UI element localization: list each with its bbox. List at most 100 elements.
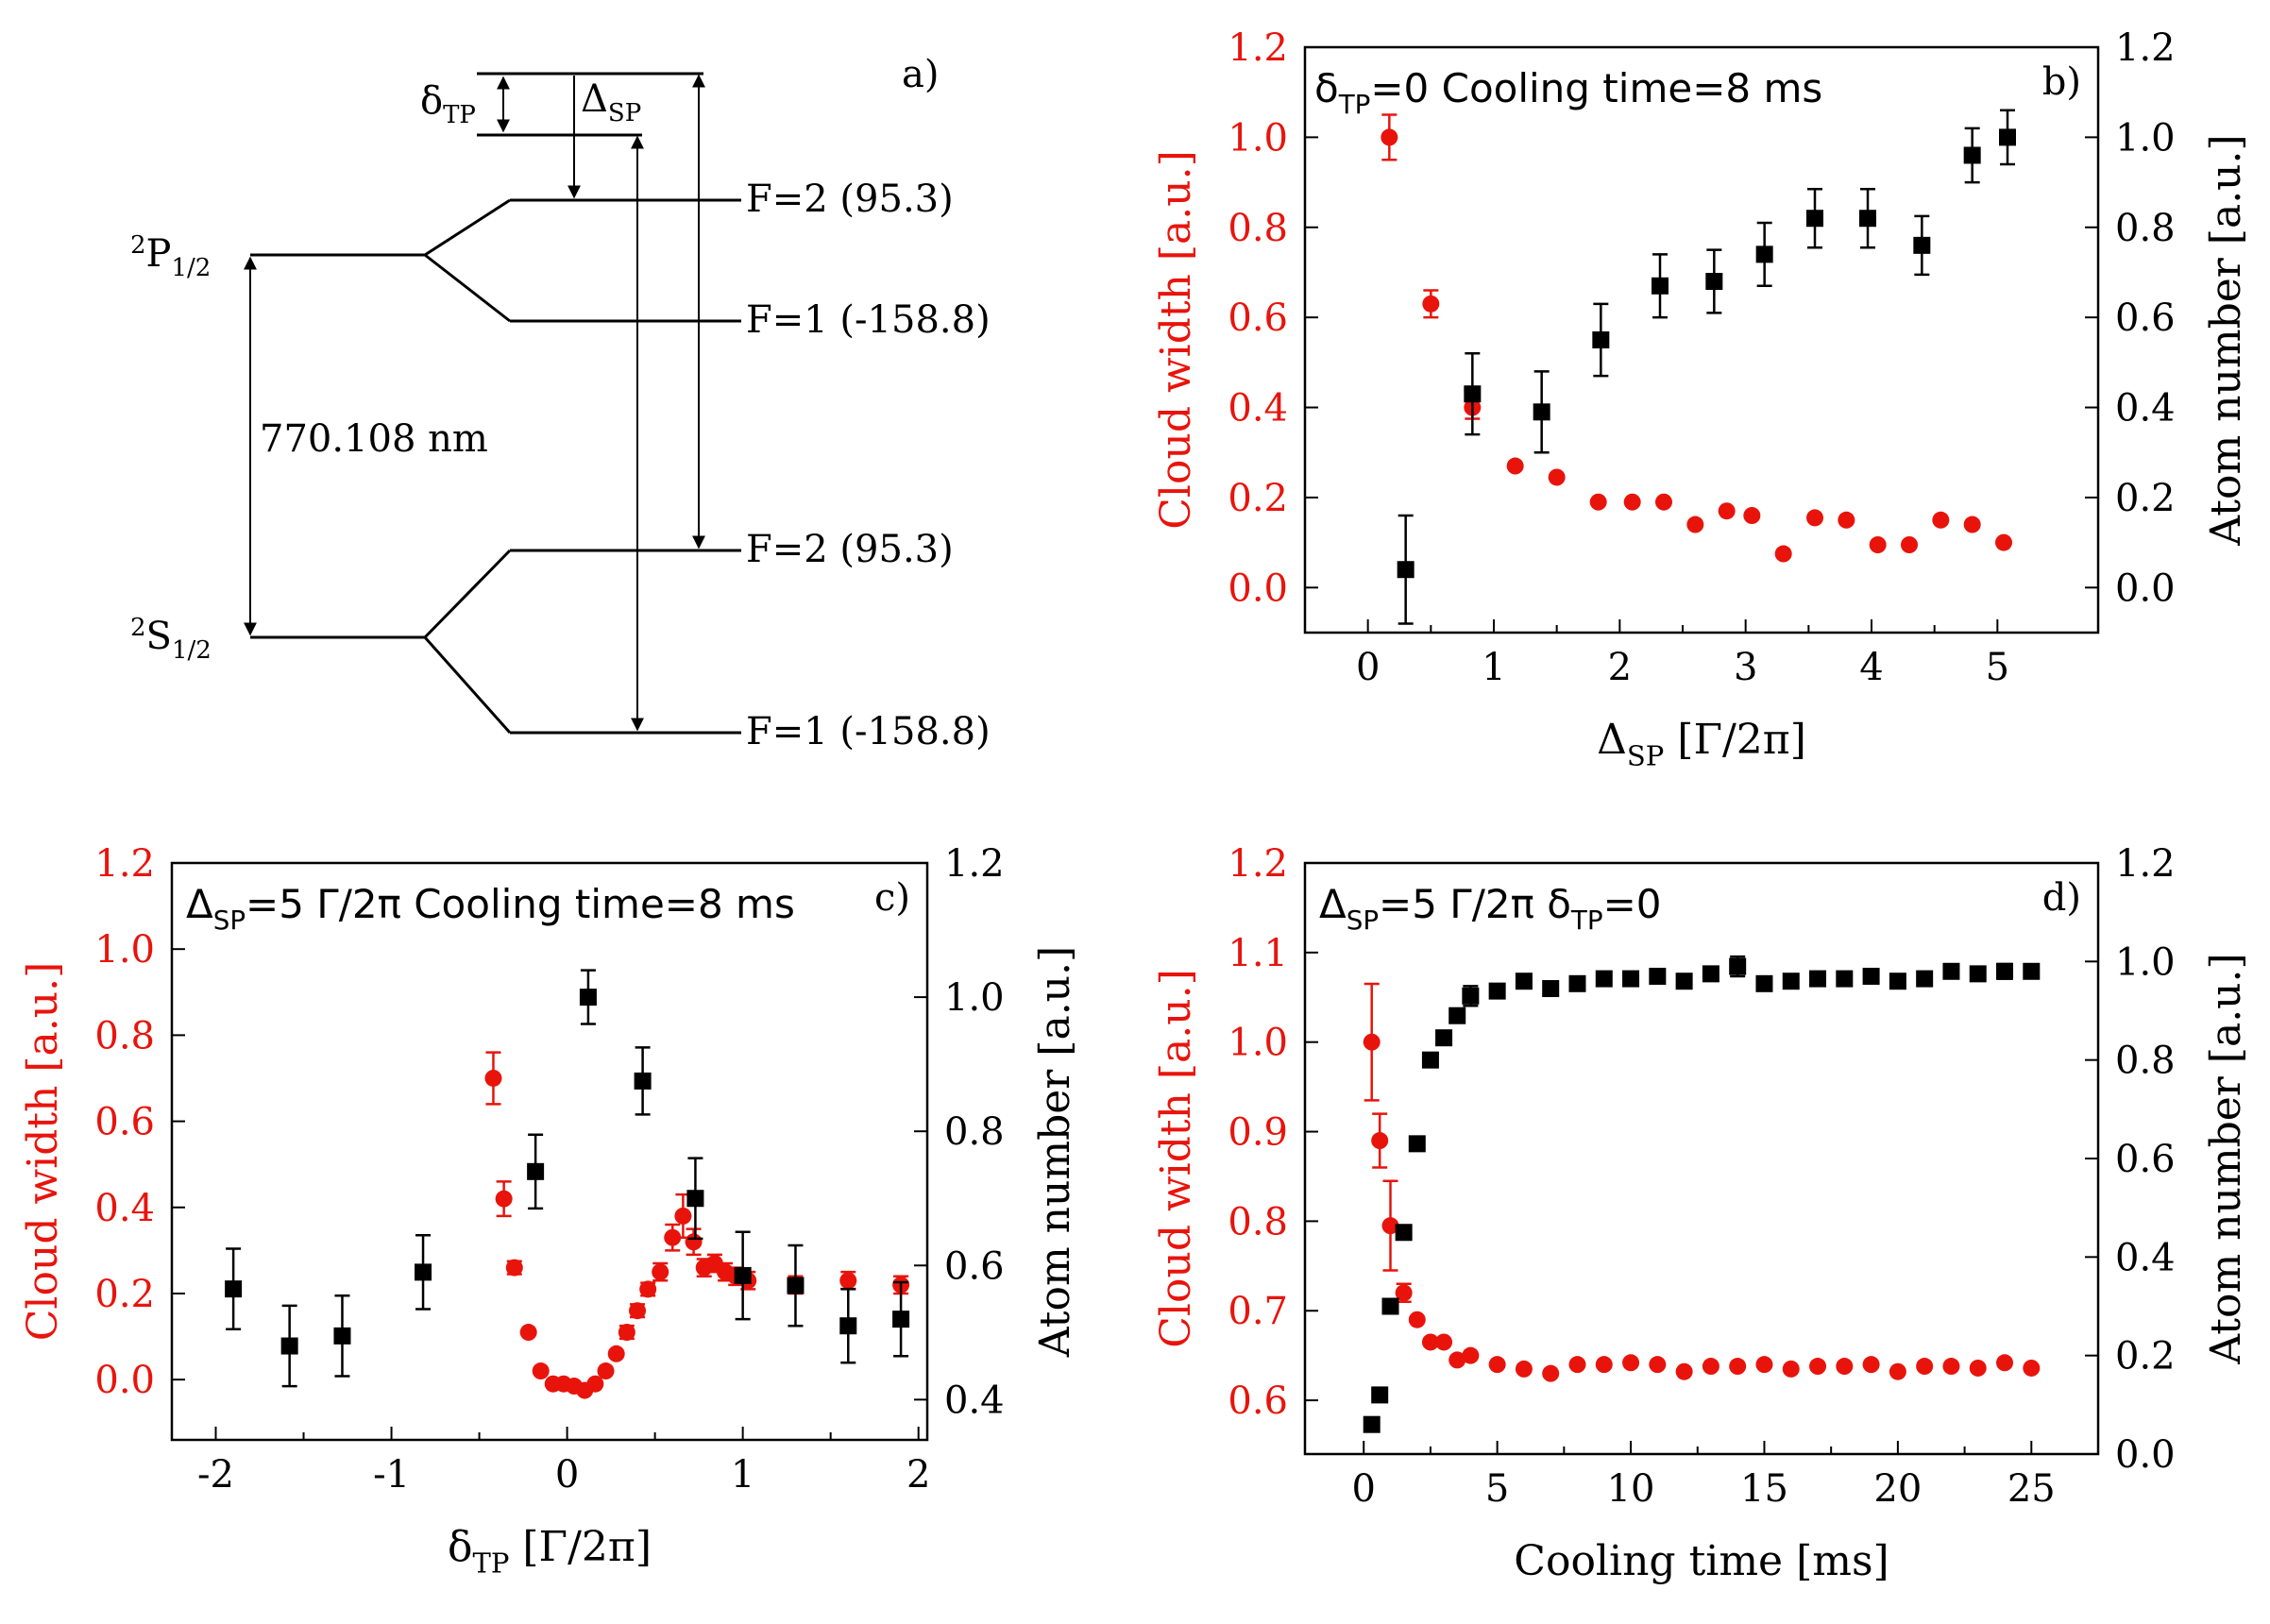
x-tick-label: 3 — [1734, 646, 1757, 689]
x-tick-label: 5 — [1986, 646, 2009, 689]
plot-frame — [170, 861, 929, 1442]
data-point-atom-number — [634, 1072, 652, 1090]
y-left-tick-label: 0.4 — [94, 1187, 155, 1230]
data-point-cloud-width — [1655, 493, 1672, 511]
data-point-cloud-width — [1916, 1358, 1934, 1376]
data-point-atom-number — [1806, 210, 1823, 228]
x-tick-label: 0 — [555, 1453, 579, 1497]
data-point-cloud-width — [1515, 1360, 1533, 1378]
data-point-cloud-width — [1963, 516, 1981, 533]
y-right-axis-label: Atom number [a.u.] — [1031, 946, 1079, 1358]
y-left-tick-label: 0.2 — [1228, 477, 1288, 520]
x-tick-label: 2 — [1608, 646, 1632, 689]
y-left-tick-label: 0.6 — [94, 1101, 155, 1144]
s-f1-label: F=1 (-158.8) — [746, 710, 991, 753]
data-point-cloud-width — [1969, 1359, 1987, 1377]
x-tick-label: 0 — [1356, 646, 1380, 689]
data-point-cloud-width — [1381, 128, 1398, 146]
data-point-cloud-width — [1363, 1033, 1381, 1051]
data-point-atom-number — [1755, 245, 1773, 263]
data-point-atom-number — [333, 1327, 351, 1345]
data-point-atom-number — [1649, 967, 1667, 985]
plot-title: δTP=0 Cooling time=8 ms — [1314, 65, 1822, 120]
data-point-atom-number — [1464, 385, 1482, 403]
data-point-atom-number — [1462, 987, 1480, 1005]
data-point-cloud-width — [1381, 1217, 1399, 1235]
s-f2-label: F=2 (95.3) — [746, 528, 954, 571]
data-point-cloud-width — [1702, 1358, 1719, 1376]
y-left-axis-label: Cloud width [a.u.] — [1152, 969, 1200, 1348]
data-point-atom-number — [1862, 967, 1880, 985]
y-right-tick-label: 0.4 — [944, 1379, 1005, 1422]
y-left-tick-label: 0.0 — [1228, 567, 1288, 610]
data-point-atom-number — [1889, 973, 1906, 990]
data-point-atom-number — [1755, 974, 1773, 992]
x-tick-label: 25 — [2007, 1467, 2056, 1511]
data-point-atom-number — [1542, 980, 1560, 998]
data-point-cloud-width — [1838, 511, 1855, 529]
data-point-cloud-width — [1774, 545, 1792, 563]
x-tick-label: 15 — [1740, 1467, 1788, 1511]
data-point-cloud-width — [1568, 1356, 1586, 1374]
data-point-atom-number — [1963, 146, 1981, 164]
y-right-tick-label: 1.0 — [2115, 116, 2176, 160]
y-left-axis-label: Cloud width [a.u.] — [1152, 150, 1200, 530]
data-point-atom-number — [1397, 561, 1415, 579]
data-point-atom-number — [1913, 236, 1931, 254]
data-point-cloud-width — [618, 1324, 635, 1342]
data-point-cloud-width — [1806, 509, 1823, 527]
y-right-tick-label: 0.4 — [2115, 387, 2176, 431]
x-tick-label: 10 — [1607, 1467, 1655, 1511]
s-split-up — [423, 549, 512, 639]
data-point-atom-number — [579, 989, 597, 1007]
data-point-atom-number — [787, 1277, 805, 1294]
data-point-cloud-width — [1836, 1358, 1854, 1376]
chart-b: 0 1 2 3 4 5 0.0 0.2 0.4 0.6 0.8 1.0 1.2 0.0 0.2 0.4 0.6 0… — [1152, 26, 2250, 771]
s-split-down — [423, 636, 512, 734]
y-left-tick-label: 0.6 — [1228, 296, 1288, 340]
data-point-cloud-width — [1408, 1311, 1426, 1328]
panel-label-a: a) — [902, 53, 939, 96]
y-left-tick-label: 0.8 — [1228, 1200, 1288, 1243]
y-left-tick-label: 0.9 — [1228, 1111, 1288, 1155]
data-point-atom-number — [1595, 970, 1613, 988]
y-left-tick-label: 1.0 — [94, 928, 155, 972]
level-diagram — [244, 72, 741, 735]
data-point-cloud-width — [597, 1362, 615, 1380]
p-f1-label: F=1 (-158.8) — [746, 298, 991, 342]
y-left-tick-label: 1.2 — [94, 842, 155, 886]
data-point-cloud-width — [532, 1362, 550, 1380]
data-point-atom-number — [1408, 1135, 1426, 1153]
y-left-tick-label: 1.0 — [1228, 116, 1288, 160]
data-point-atom-number — [1421, 1051, 1439, 1069]
data-point-atom-number — [1363, 1415, 1381, 1433]
data-point-atom-number — [839, 1317, 857, 1335]
data-point-cloud-width — [1862, 1356, 1880, 1374]
data-point-atom-number — [1448, 1007, 1466, 1024]
y-left-tick-label: 0.6 — [1228, 1379, 1288, 1423]
data-point-atom-number — [686, 1190, 704, 1208]
data-point-atom-number — [1533, 403, 1550, 421]
data-point-cloud-width — [839, 1272, 857, 1290]
plot-title: ΔSP=5 Γ/2π Cooling time=8 ms — [186, 881, 795, 936]
panel-label: b) — [2042, 60, 2081, 104]
data-point-atom-number — [2023, 962, 2041, 980]
data-point-atom-number — [280, 1337, 298, 1355]
data-point-cloud-width — [1589, 493, 1607, 511]
data-point-cloud-width — [607, 1345, 625, 1362]
y-left-tick-label: 0.4 — [1228, 387, 1288, 431]
panel-label: c) — [874, 876, 910, 920]
data-point-atom-number — [1622, 970, 1640, 988]
data-point-cloud-width — [1782, 1360, 1800, 1378]
y-right-tick-label: 0.0 — [2115, 1433, 2176, 1477]
data-point-atom-number — [527, 1162, 545, 1180]
x-tick-label: -2 — [197, 1453, 234, 1497]
data-point-cloud-width — [1462, 1346, 1480, 1364]
data-point-cloud-width — [1421, 1333, 1439, 1351]
data-point-atom-number — [1969, 965, 1987, 983]
data-point-atom-number — [1809, 970, 1827, 988]
y-right-tick-label: 1.2 — [2115, 842, 2176, 886]
y-left-tick-label: 0.8 — [94, 1014, 155, 1057]
p-split-up — [424, 198, 511, 257]
